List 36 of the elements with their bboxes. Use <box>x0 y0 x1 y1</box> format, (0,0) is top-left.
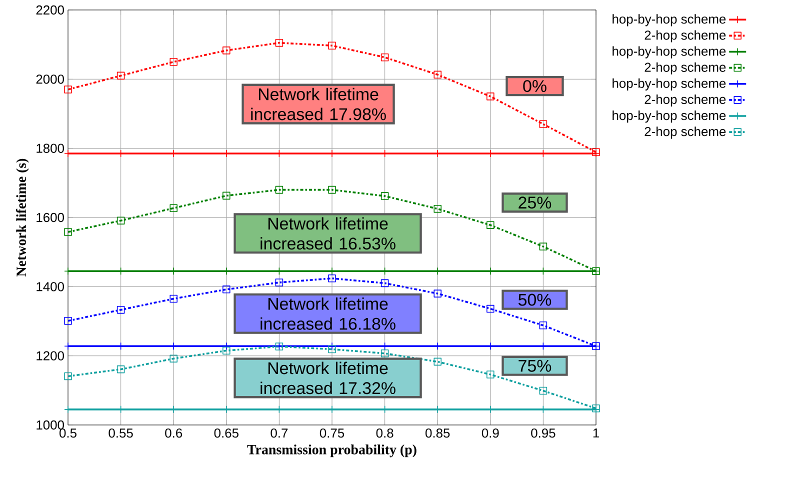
legend-label: hop-by-hop scheme <box>612 14 726 26</box>
x-tick-label: 0.85 <box>426 428 450 438</box>
x-tick-label: 0.7 <box>270 428 288 438</box>
x-tick-label: 0.65 <box>214 428 238 438</box>
y-tick-label: 1400 <box>36 282 64 292</box>
annotation: 50% <box>518 294 552 306</box>
x-tick-label: 0.5 <box>60 428 76 438</box>
y-axis-title: Network lifetime (s) <box>16 158 29 276</box>
x-tick-label: 0.55 <box>108 428 133 438</box>
annotation: 0% <box>523 80 546 92</box>
annotation: Network lifetime increased 16.53% <box>260 217 396 250</box>
legend-label: 2-hop scheme <box>644 62 726 74</box>
x-tick-label: 0.9 <box>482 428 499 438</box>
y-tick-label: 1000 <box>36 420 64 430</box>
y-tick-label: 1800 <box>36 144 64 153</box>
legend-label: hop-by-hop scheme <box>612 110 726 123</box>
legend-label: 2-hop scheme <box>644 126 726 139</box>
x-tick-label: 0.8 <box>376 428 394 438</box>
annotation: Network lifetime increased 16.18% <box>260 297 396 330</box>
legend-label: hop-by-hop scheme <box>612 78 726 90</box>
x-axis-title: Transmission probability (p) <box>247 444 416 458</box>
x-tick-label: 0.95 <box>531 428 556 438</box>
legend-label: 2-hop scheme <box>644 30 726 42</box>
y-tick-label: 2200 <box>36 5 64 15</box>
y-tick-label: 2000 <box>36 74 64 84</box>
x-tick-label: 0.75 <box>320 428 344 438</box>
x-tick-label: 1 <box>593 428 599 438</box>
legend-label: hop-by-hop scheme <box>612 46 726 58</box>
x-tick-label: 0.6 <box>165 428 182 438</box>
annotation: 75% <box>518 360 552 372</box>
y-tick-label: 1600 <box>36 212 64 222</box>
annotation: 25% <box>518 196 552 209</box>
annotation: Network lifetime increased 17.32% <box>260 362 396 394</box>
legend-label: 2-hop scheme <box>644 94 726 107</box>
y-tick-label: 1200 <box>36 351 64 360</box>
annotation: Network lifetime increased 17.98% <box>251 88 386 120</box>
